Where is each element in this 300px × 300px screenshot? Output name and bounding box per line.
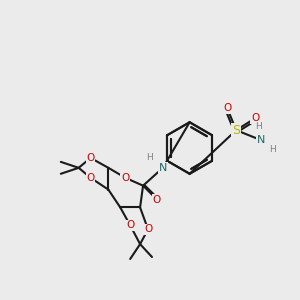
Text: H: H xyxy=(269,146,276,154)
Text: N: N xyxy=(159,163,167,173)
Text: O: O xyxy=(251,113,259,123)
Text: O: O xyxy=(153,194,161,205)
Text: O: O xyxy=(86,173,95,183)
Text: O: O xyxy=(126,220,134,230)
Text: N: N xyxy=(257,135,265,145)
Text: H: H xyxy=(147,153,153,162)
Text: O: O xyxy=(144,224,152,234)
Text: H: H xyxy=(269,146,276,154)
Text: H: H xyxy=(147,153,153,162)
Text: O: O xyxy=(144,224,152,234)
Text: S: S xyxy=(232,124,240,137)
Text: S: S xyxy=(232,124,240,137)
Text: O: O xyxy=(223,103,231,113)
Text: O: O xyxy=(121,173,129,183)
Text: O: O xyxy=(121,173,129,183)
Text: O: O xyxy=(251,113,259,123)
Text: O: O xyxy=(153,194,161,205)
Text: O: O xyxy=(86,173,95,183)
Text: H: H xyxy=(256,122,262,131)
Text: O: O xyxy=(126,220,134,230)
Text: N: N xyxy=(257,135,265,145)
Text: O: O xyxy=(86,153,95,163)
Text: O: O xyxy=(223,103,231,113)
Text: H: H xyxy=(256,122,262,131)
Text: O: O xyxy=(86,153,95,163)
Text: N: N xyxy=(159,163,167,173)
